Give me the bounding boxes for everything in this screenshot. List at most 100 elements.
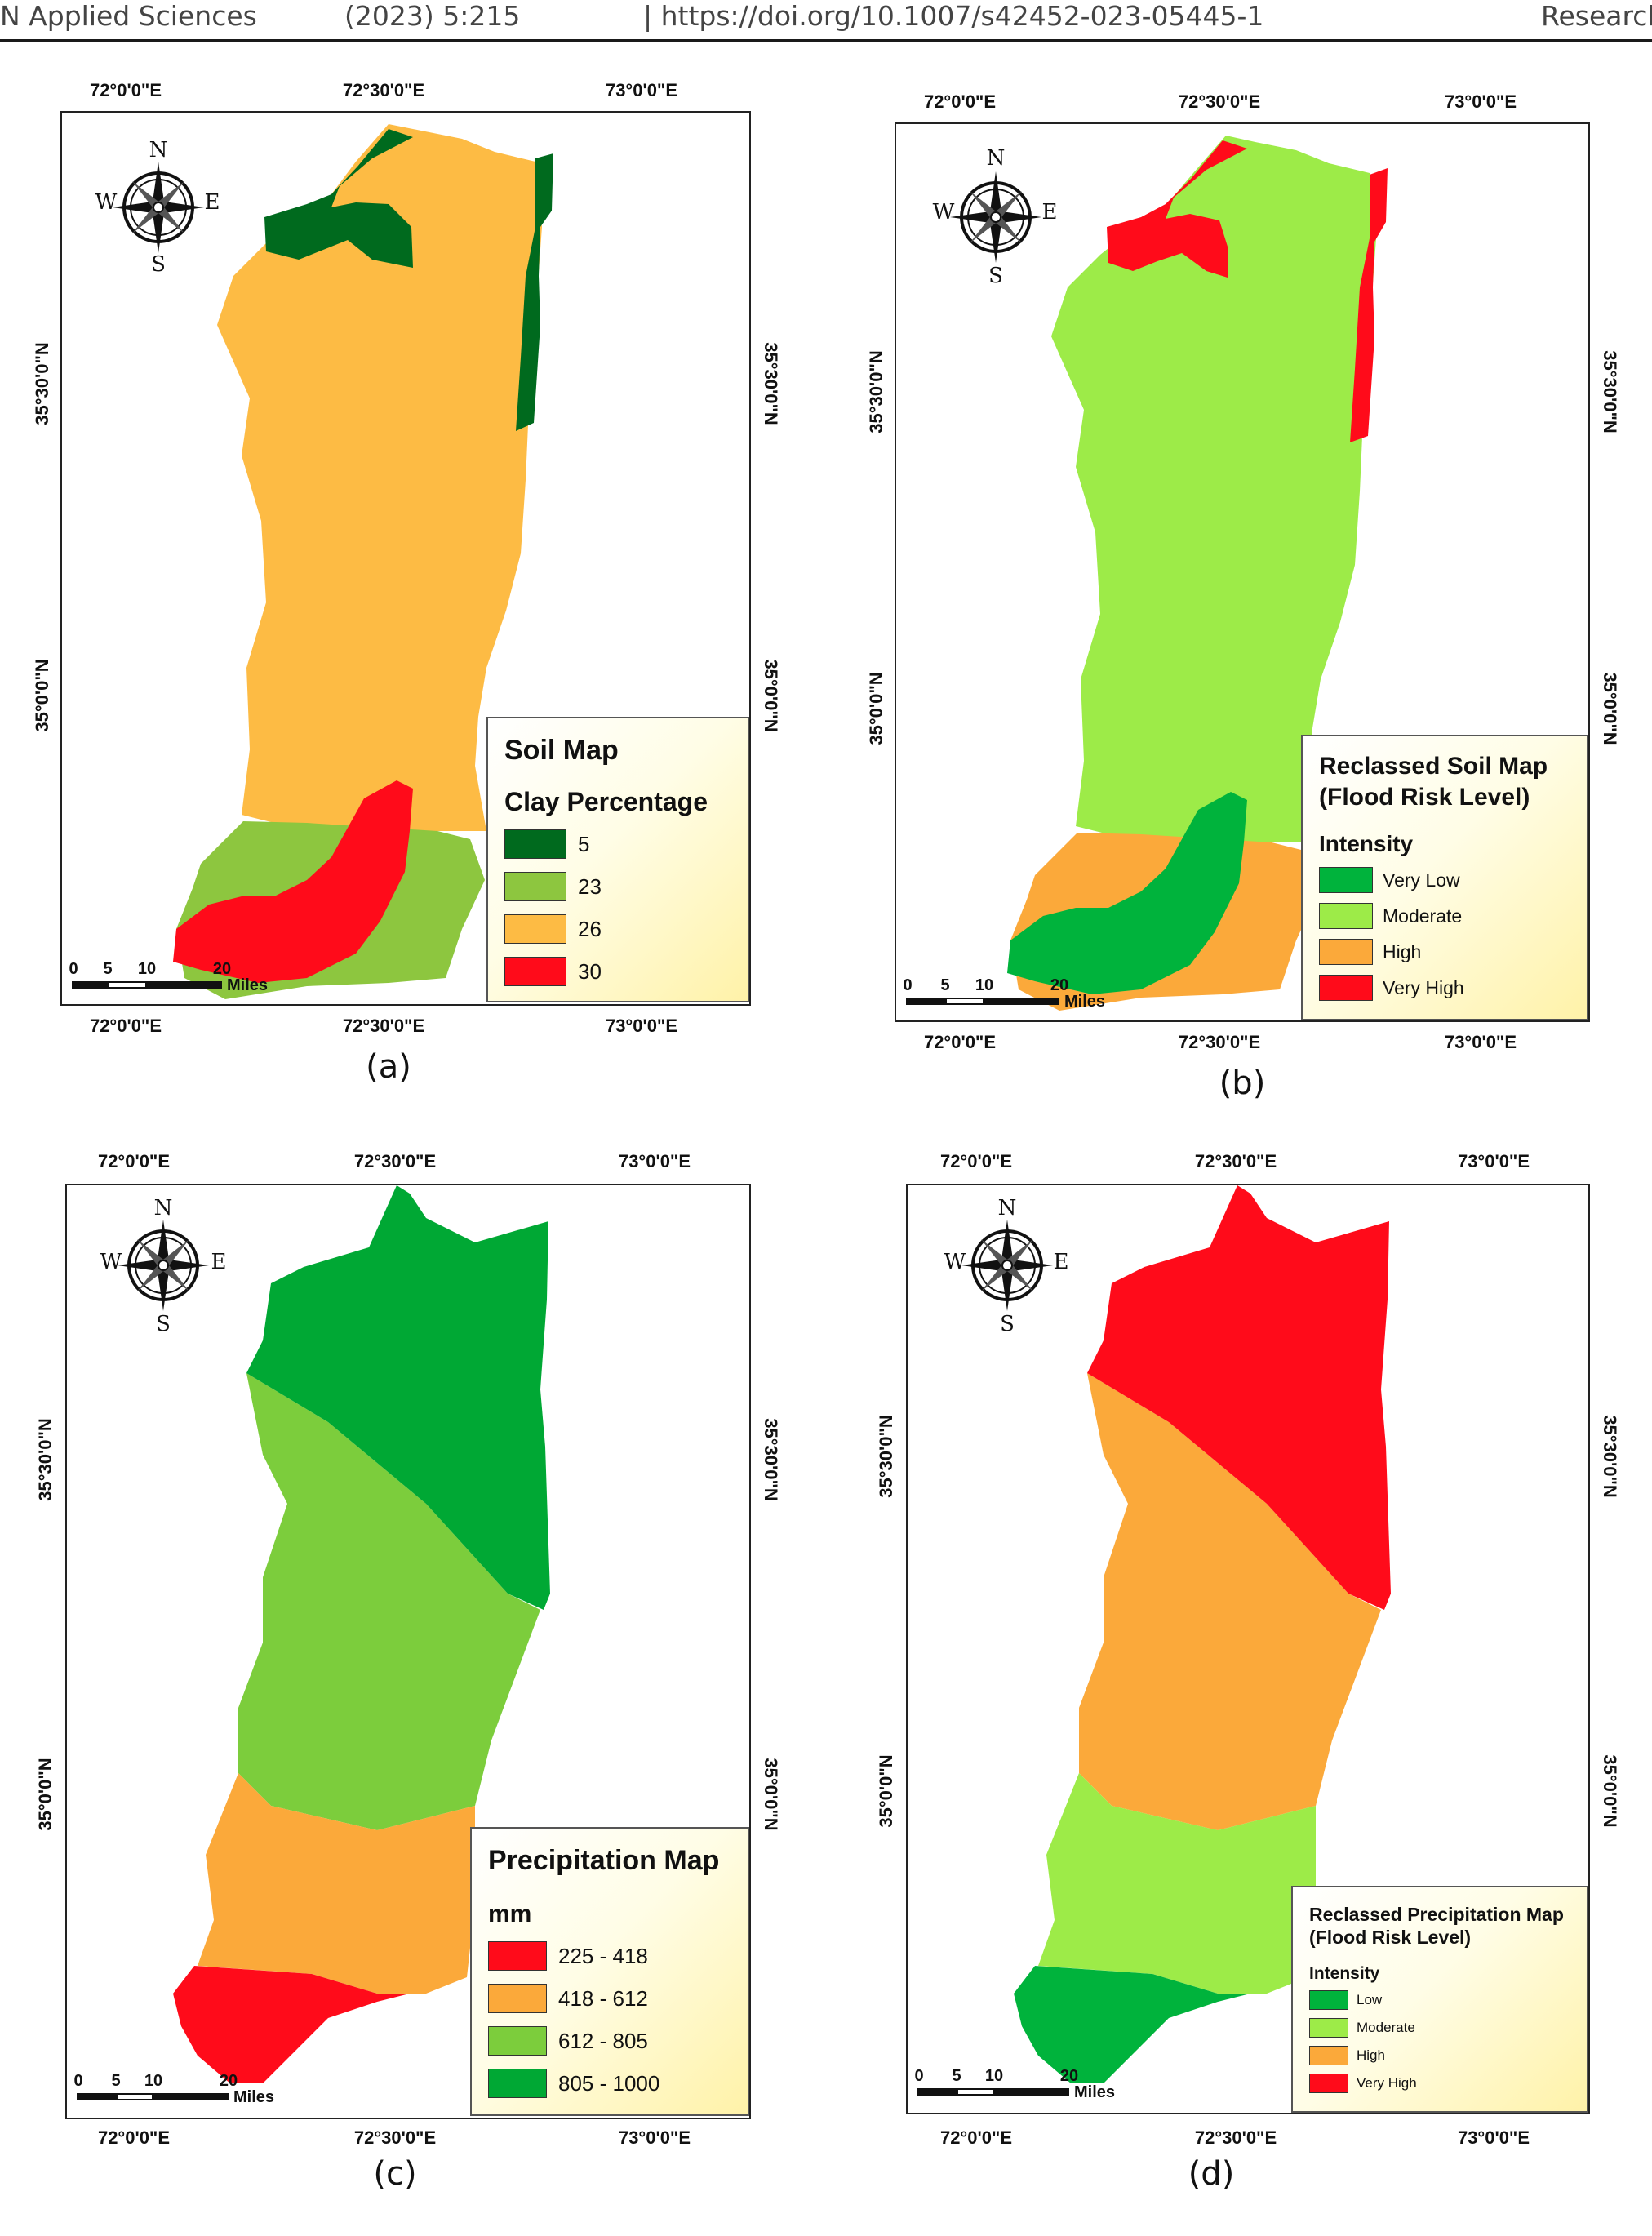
legend-item: 30 (504, 957, 602, 986)
lat-label-left-1: 35°30'0"N (866, 350, 886, 433)
compass-e: E (204, 190, 220, 215)
legend-swatch (1319, 975, 1373, 1001)
lon-label-bottom-3: 73°0'0"E (1444, 1032, 1517, 1052)
zone-clay-26 (217, 124, 542, 831)
zone-precip-612-805 (238, 1373, 540, 1830)
zone-risk-very-low (1007, 792, 1247, 994)
legend-title: Reclassed Soil Map (1319, 753, 1548, 780)
lon-label-bottom-3: 73°0'0"E (618, 2127, 691, 2148)
caption-c: (c) (373, 2155, 417, 2193)
section-label: Research (1541, 0, 1652, 32)
scale-tick-0: 0 (914, 2067, 924, 2085)
legend-swatch (1319, 867, 1373, 893)
lat-label-right-1: 35°30'0"N (761, 342, 781, 425)
zone-clay-30 (173, 780, 413, 983)
compass-rose-icon (118, 1220, 209, 1311)
scale-tick-5: 5 (111, 2072, 121, 2090)
doi-link[interactable]: | https://doi.org/10.1007/s42452-023-054… (643, 0, 1264, 32)
legend-item: Moderate (1309, 2018, 1415, 2038)
lat-label-right-2: 35°0'0"N (761, 1758, 781, 1831)
legend-subtitle: Clay Percentage (504, 787, 708, 816)
legend-item: Very High (1319, 975, 1464, 1001)
compass-n: N (997, 1196, 1017, 1220)
legend-item: Very Low (1319, 867, 1460, 893)
legend-subtitle: Intensity (1319, 831, 1414, 856)
legend-swatch (1319, 903, 1373, 929)
lon-label-bottom-1: 72°0'0"E (97, 2127, 171, 2148)
zone-precip-805-1000 (246, 1185, 550, 1610)
scale-tick-0: 0 (69, 960, 78, 978)
legend-subtitle: mm (488, 1900, 532, 1927)
legend-item: Moderate (1319, 903, 1462, 929)
compass-e: E (1041, 200, 1058, 224)
legend-subtitle: Intensity (1309, 1964, 1380, 1983)
compass-rose-icon (961, 1220, 1053, 1311)
map-frame-a (60, 111, 751, 1006)
legend-label: 418 - 612 (558, 1985, 648, 2011)
legend-a: Soil Map Clay Percentage 5 23 26 30 (486, 717, 749, 1002)
lat-label-right-1: 35°30'0"N (1600, 350, 1620, 433)
zone-risk-very-high-north (1107, 140, 1247, 278)
zone-precip-risk-very-high (1087, 1185, 1391, 1610)
legend-swatch (1309, 2074, 1348, 2093)
north-arrow-c: N E S W (100, 1196, 227, 1336)
zone-risk-moderate (1051, 136, 1376, 842)
caption-d: (d) (1188, 2155, 1235, 2193)
legend-swatch (1309, 1990, 1348, 2010)
compass-n: N (153, 1196, 173, 1220)
scale-tick-20: 20 (212, 960, 232, 978)
compass-e: E (211, 1250, 227, 1274)
lon-label-bottom-3: 73°0'0"E (605, 1016, 678, 1036)
lat-label-right-2: 35°0'0"N (1600, 672, 1620, 745)
scale-tick-5: 5 (952, 2067, 961, 2085)
legend-item: 225 - 418 (488, 1941, 648, 1971)
lat-label-right-2: 35°0'0"N (761, 659, 781, 732)
legend-swatch (488, 1984, 547, 2013)
legend-item: 805 - 1000 (488, 2069, 659, 2098)
legend-label: 612 - 805 (558, 2028, 648, 2053)
lat-label-right-1: 35°30'0"N (761, 1418, 781, 1501)
compass-w: W (932, 200, 955, 224)
compass-w: W (100, 1250, 122, 1274)
scale-tick-10: 10 (137, 960, 157, 978)
zone-precip-225-418 (173, 1966, 410, 2083)
scale-unit: Miles (1064, 993, 1106, 1011)
lat-label-left-2: 35°0'0"N (35, 1758, 56, 1831)
scale-tick-10: 10 (975, 976, 994, 994)
lon-label-top-3: 73°0'0"E (1457, 1151, 1530, 1171)
legend-swatch (488, 1941, 547, 1971)
journal-name: N Applied Sciences (0, 0, 257, 32)
legend-item: 5 (504, 829, 589, 859)
legend-label: Very High (1383, 976, 1464, 998)
lon-label-top-1: 72°0'0"E (939, 1151, 1013, 1171)
legend-label: 5 (578, 831, 590, 856)
legend-item: 612 - 805 (488, 2026, 648, 2056)
legend-title-line2: (Flood Risk Level) (1319, 784, 1530, 811)
map-c-svg (173, 1185, 550, 2083)
lon-label-top-3: 73°0'0"E (618, 1151, 691, 1171)
legend-swatch (1309, 2046, 1348, 2065)
lon-label-top-2: 72°30'0"E (353, 1151, 437, 1171)
legend-label: High (1357, 2047, 1385, 2063)
scale-unit: Miles (227, 976, 269, 994)
lon-label-bottom-2: 72°30'0"E (353, 2127, 437, 2148)
legend-swatch (504, 957, 566, 986)
lon-label-bottom-2: 72°30'0"E (342, 1016, 425, 1036)
compass-e: E (1053, 1250, 1069, 1274)
lon-label-top-1: 72°0'0"E (923, 91, 997, 112)
north-arrow-a: N E S W (95, 138, 220, 277)
legend-label: 805 - 1000 (558, 2070, 660, 2096)
lon-label-top-2: 72°30'0"E (1178, 91, 1261, 112)
lon-label-top-3: 73°0'0"E (605, 80, 678, 100)
legend-label: Moderate (1357, 2020, 1415, 2035)
scale-bar-d: 0 5 10 20 Miles (914, 2060, 1161, 2109)
lat-label-left-1: 35°30'0"N (876, 1415, 896, 1498)
lon-label-top-2: 72°30'0"E (342, 80, 425, 100)
lon-label-top-3: 73°0'0"E (1444, 91, 1517, 112)
north-arrow-b: N E S W (933, 146, 1058, 288)
compass-w: W (95, 190, 118, 215)
lat-label-right-2: 35°0'0"N (1600, 1754, 1620, 1828)
map-d-svg (1014, 1185, 1391, 2083)
compass-w: W (944, 1250, 966, 1274)
scale-bar-b: 0 5 10 20 Miles (903, 970, 1149, 1019)
